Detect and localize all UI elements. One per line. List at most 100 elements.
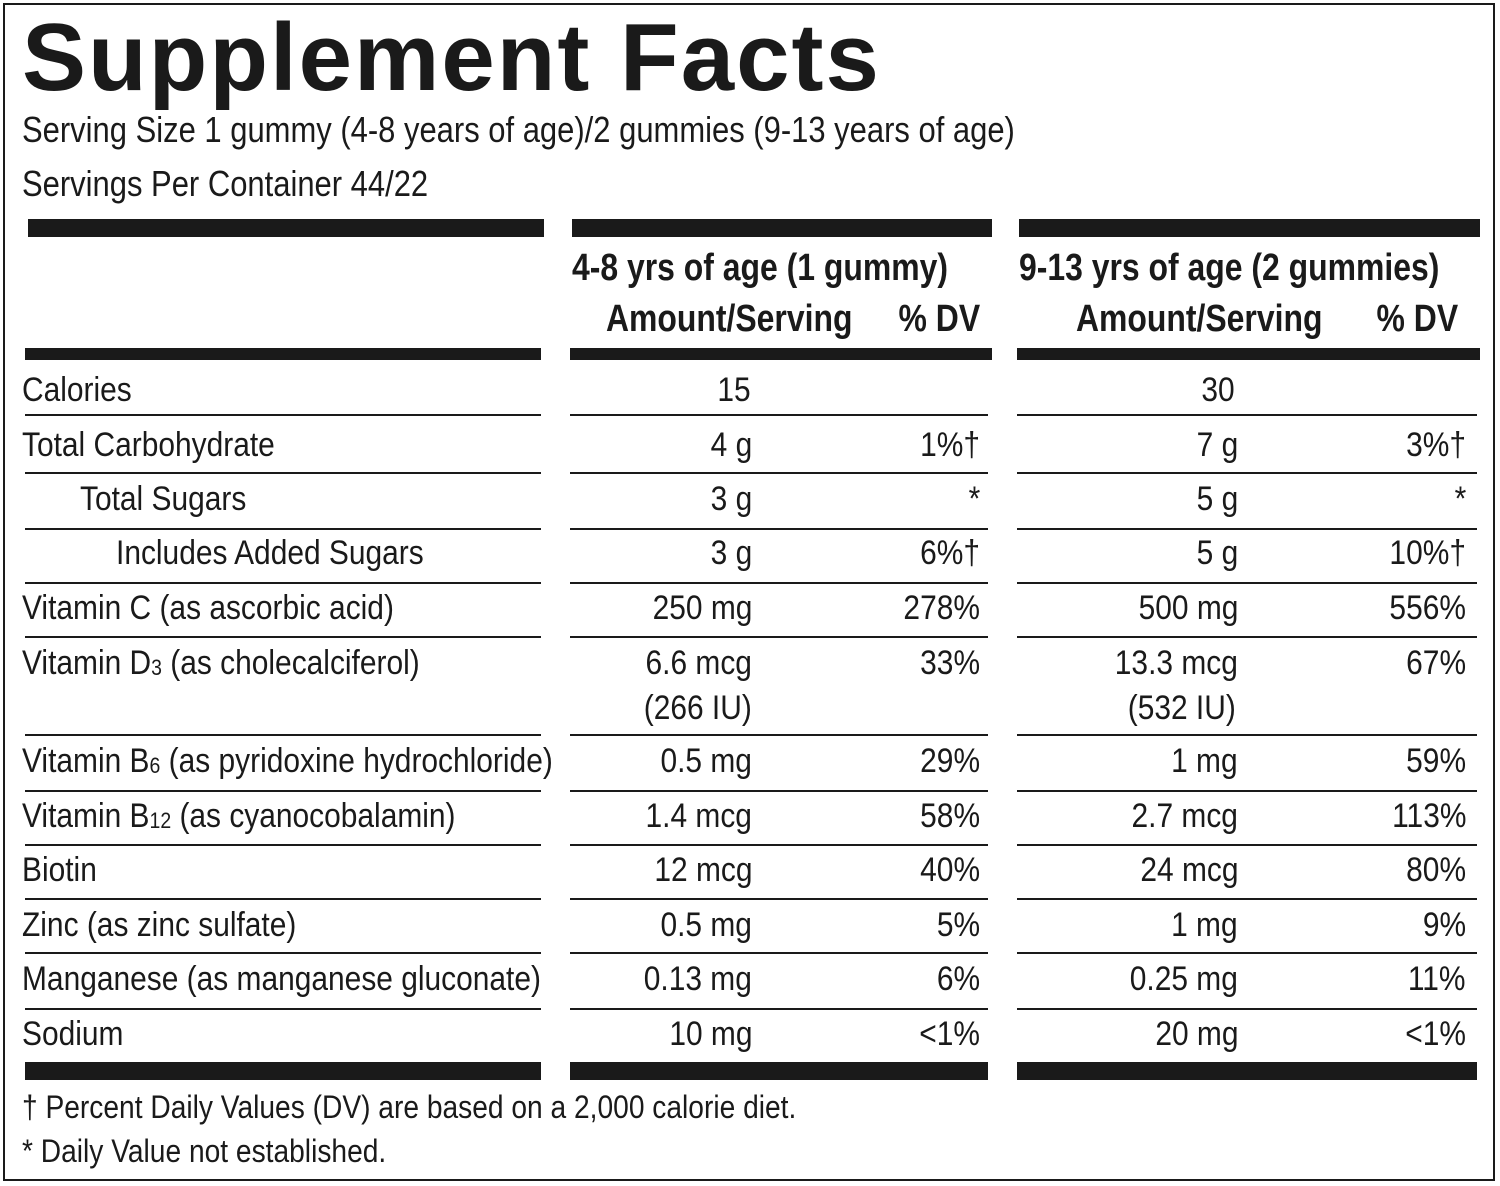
group2-amount: 1 mg <box>1171 906 1238 944</box>
nutrient-name: Manganese (as manganese gluconate) <box>22 960 541 998</box>
row-divider <box>1017 952 1477 954</box>
table-bottom-bar <box>1017 1062 1477 1080</box>
group2-amount-extra: (532 IU) <box>1127 689 1236 727</box>
serving-size: Serving Size 1 gummy (4-8 years of age)/… <box>22 109 1015 150</box>
row-divider <box>570 952 988 954</box>
group2-dv: 556% <box>1389 589 1466 627</box>
nutrient-name-part: Vitamin B <box>22 797 150 835</box>
group1-dv: 40% <box>920 851 980 889</box>
group1-amount: 6.6 mcg <box>645 644 752 682</box>
group1-dv: 6% <box>936 960 980 998</box>
group2-dv: 59% <box>1406 742 1466 780</box>
group2-amount: 2.7 mcg <box>1131 797 1238 835</box>
nutrient-name: Total Carbohydrate <box>22 426 275 464</box>
nutrient-name-part: (as cyanocobalamin) <box>171 797 456 835</box>
group1-amount: 4 g <box>710 426 752 464</box>
row-divider <box>570 1008 988 1010</box>
nutrient-name: Includes Added Sugars <box>116 534 424 572</box>
group1-dv-header: % DV <box>898 298 980 340</box>
row-divider <box>1017 790 1477 792</box>
nutrient-name: Vitamin C (as ascorbic acid) <box>22 589 394 627</box>
row-divider <box>25 472 541 474</box>
row-divider <box>25 898 541 900</box>
group1-amount-header: Amount/Serving <box>605 298 852 340</box>
group1-amount: 0.5 mg <box>660 742 752 780</box>
nutrient-name: Sodium <box>22 1015 124 1053</box>
group2-amount: 5 g <box>1196 534 1238 572</box>
row-divider <box>25 734 541 736</box>
table-bottom-bar <box>25 1062 541 1080</box>
nutrient-name-part: Vitamin B <box>22 742 150 780</box>
table-bottom-bar <box>570 1062 988 1080</box>
row-divider <box>1017 734 1477 736</box>
row-divider <box>25 582 541 584</box>
nutrient-name-part: Vitamin D <box>22 644 152 682</box>
group2-dv: 113% <box>1391 797 1466 835</box>
group1-dv: 1%† <box>920 426 980 464</box>
group2-dv: 80% <box>1406 851 1466 889</box>
footnote-asterisk: * Daily Value not established. <box>22 1133 387 1169</box>
nutrient-name: Vitamin B12 (as cyanocobalamin) <box>22 796 456 840</box>
header-top-bar <box>572 219 992 237</box>
group2-dv: * <box>1454 480 1466 518</box>
group2-dv: 67% <box>1406 644 1466 682</box>
group1-title: 4-8 yrs of age (1 gummy) <box>572 247 949 289</box>
row-divider <box>1017 1008 1477 1010</box>
group1-amount: 1.4 mcg <box>645 797 752 835</box>
header-bottom-bar <box>570 348 992 360</box>
group2-dv: <1% <box>1405 1015 1466 1053</box>
group2-title: 9-13 yrs of age (2 gummies) <box>1019 247 1440 289</box>
group2-amount: 5 g <box>1196 480 1238 518</box>
group1-amount: 0.13 mg <box>643 960 752 998</box>
panel-title: Supplement Facts <box>22 4 881 111</box>
group1-amount: 3 g <box>710 534 752 572</box>
group1-dv: 33% <box>920 644 980 682</box>
group2-amount-header: Amount/Serving <box>1075 298 1322 340</box>
group1-dv: 6%† <box>920 534 980 572</box>
header-bottom-bar <box>1017 348 1480 360</box>
nutrient-name-part: (as pyridoxine hydrochloride) <box>160 742 553 780</box>
nutrient-name-subscript: 12 <box>149 808 172 834</box>
row-divider <box>570 528 988 530</box>
row-divider <box>25 844 541 846</box>
nutrient-name: Calories <box>22 371 132 409</box>
group2-amount: 0.25 mg <box>1129 960 1238 998</box>
group1-amount: 15 <box>717 371 751 409</box>
row-divider <box>25 528 541 530</box>
group2-amount: 1 mg <box>1171 742 1238 780</box>
nutrient-name: Biotin <box>22 851 97 889</box>
group2-amount: 500 mg <box>1138 589 1238 627</box>
row-divider <box>25 414 541 416</box>
row-divider <box>25 790 541 792</box>
nutrient-name: Zinc (as zinc sulfate) <box>22 906 297 944</box>
header-top-bar <box>1019 219 1480 237</box>
row-divider <box>570 898 988 900</box>
row-divider <box>570 790 988 792</box>
nutrient-name-subscript: 3 <box>151 655 162 681</box>
row-divider <box>570 582 988 584</box>
row-divider <box>25 636 541 638</box>
servings-per-container: Servings Per Container 44/22 <box>22 163 429 204</box>
group1-amount: 12 mcg <box>653 851 752 889</box>
group2-amount: 13.3 mcg <box>1114 644 1238 682</box>
group2-dv: 3%† <box>1406 426 1466 464</box>
row-divider <box>1017 528 1477 530</box>
supplement-facts-panel <box>3 3 1495 1181</box>
nutrient-name: Vitamin D3 (as cholecalciferol) <box>22 643 420 687</box>
group1-amount: 250 mg <box>652 589 752 627</box>
footnote-dagger: † Percent Daily Values (DV) are based on… <box>22 1089 797 1125</box>
group2-amount: 24 mcg <box>1139 851 1238 889</box>
group1-dv: * <box>968 480 980 518</box>
group1-dv: 278% <box>903 589 980 627</box>
group2-dv-header: % DV <box>1376 298 1458 340</box>
row-divider <box>570 844 988 846</box>
row-divider <box>25 1008 541 1010</box>
row-divider <box>570 636 988 638</box>
row-divider <box>1017 414 1477 416</box>
nutrient-name-part: (as cholecalciferol) <box>161 644 420 682</box>
header-top-bar <box>28 219 544 237</box>
group2-amount: 20 mg <box>1154 1015 1238 1053</box>
row-divider <box>570 734 988 736</box>
group1-dv: 29% <box>920 742 980 780</box>
group2-dv: 10%† <box>1389 534 1466 572</box>
